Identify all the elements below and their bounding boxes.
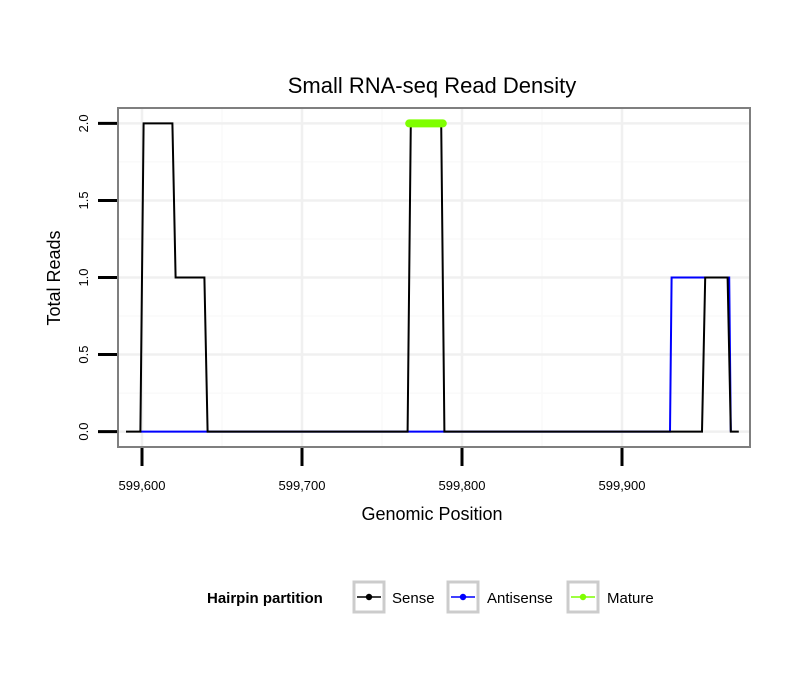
chart-title: Small RNA-seq Read Density — [288, 73, 577, 98]
y-axis: 0.0 0.5 1.0 1.5 2.0 — [76, 114, 117, 441]
y-tick-label: 0.0 — [76, 423, 91, 441]
x-tick-label: 599,700 — [279, 478, 326, 493]
legend-point-sense — [365, 593, 373, 601]
x-tick-label: 599,800 — [439, 478, 486, 493]
legend-point-antisense — [459, 593, 467, 601]
legend: Hairpin partition Sense Antisense Mature — [207, 580, 654, 614]
legend-label-sense: Sense — [392, 590, 435, 607]
legend-item-mature: Mature — [566, 580, 654, 614]
legend-label-antisense: Antisense — [487, 590, 553, 607]
x-tick-label: 599,900 — [599, 478, 646, 493]
series-layer — [126, 119, 739, 433]
series-line-sense — [126, 122, 739, 433]
x-axis-title: Genomic Position — [361, 504, 502, 524]
x-axis: 599,600 599,700 599,800 599,900 — [119, 448, 646, 493]
y-tick-label: 0.5 — [76, 346, 91, 364]
y-tick-label: 2.0 — [76, 114, 91, 132]
legend-point-mature — [579, 593, 587, 601]
legend-item-antisense: Antisense — [446, 580, 553, 614]
x-tick-label: 599,600 — [119, 478, 166, 493]
legend-title: Hairpin partition — [207, 590, 323, 607]
plot-border — [117, 107, 751, 448]
y-tick-label: 1.5 — [76, 191, 91, 209]
grid — [118, 108, 750, 447]
legend-item-sense: Sense — [352, 580, 435, 614]
legend-label-mature: Mature — [607, 590, 654, 607]
y-tick-label: 1.0 — [76, 268, 91, 286]
y-axis-title: Total Reads — [44, 230, 64, 325]
